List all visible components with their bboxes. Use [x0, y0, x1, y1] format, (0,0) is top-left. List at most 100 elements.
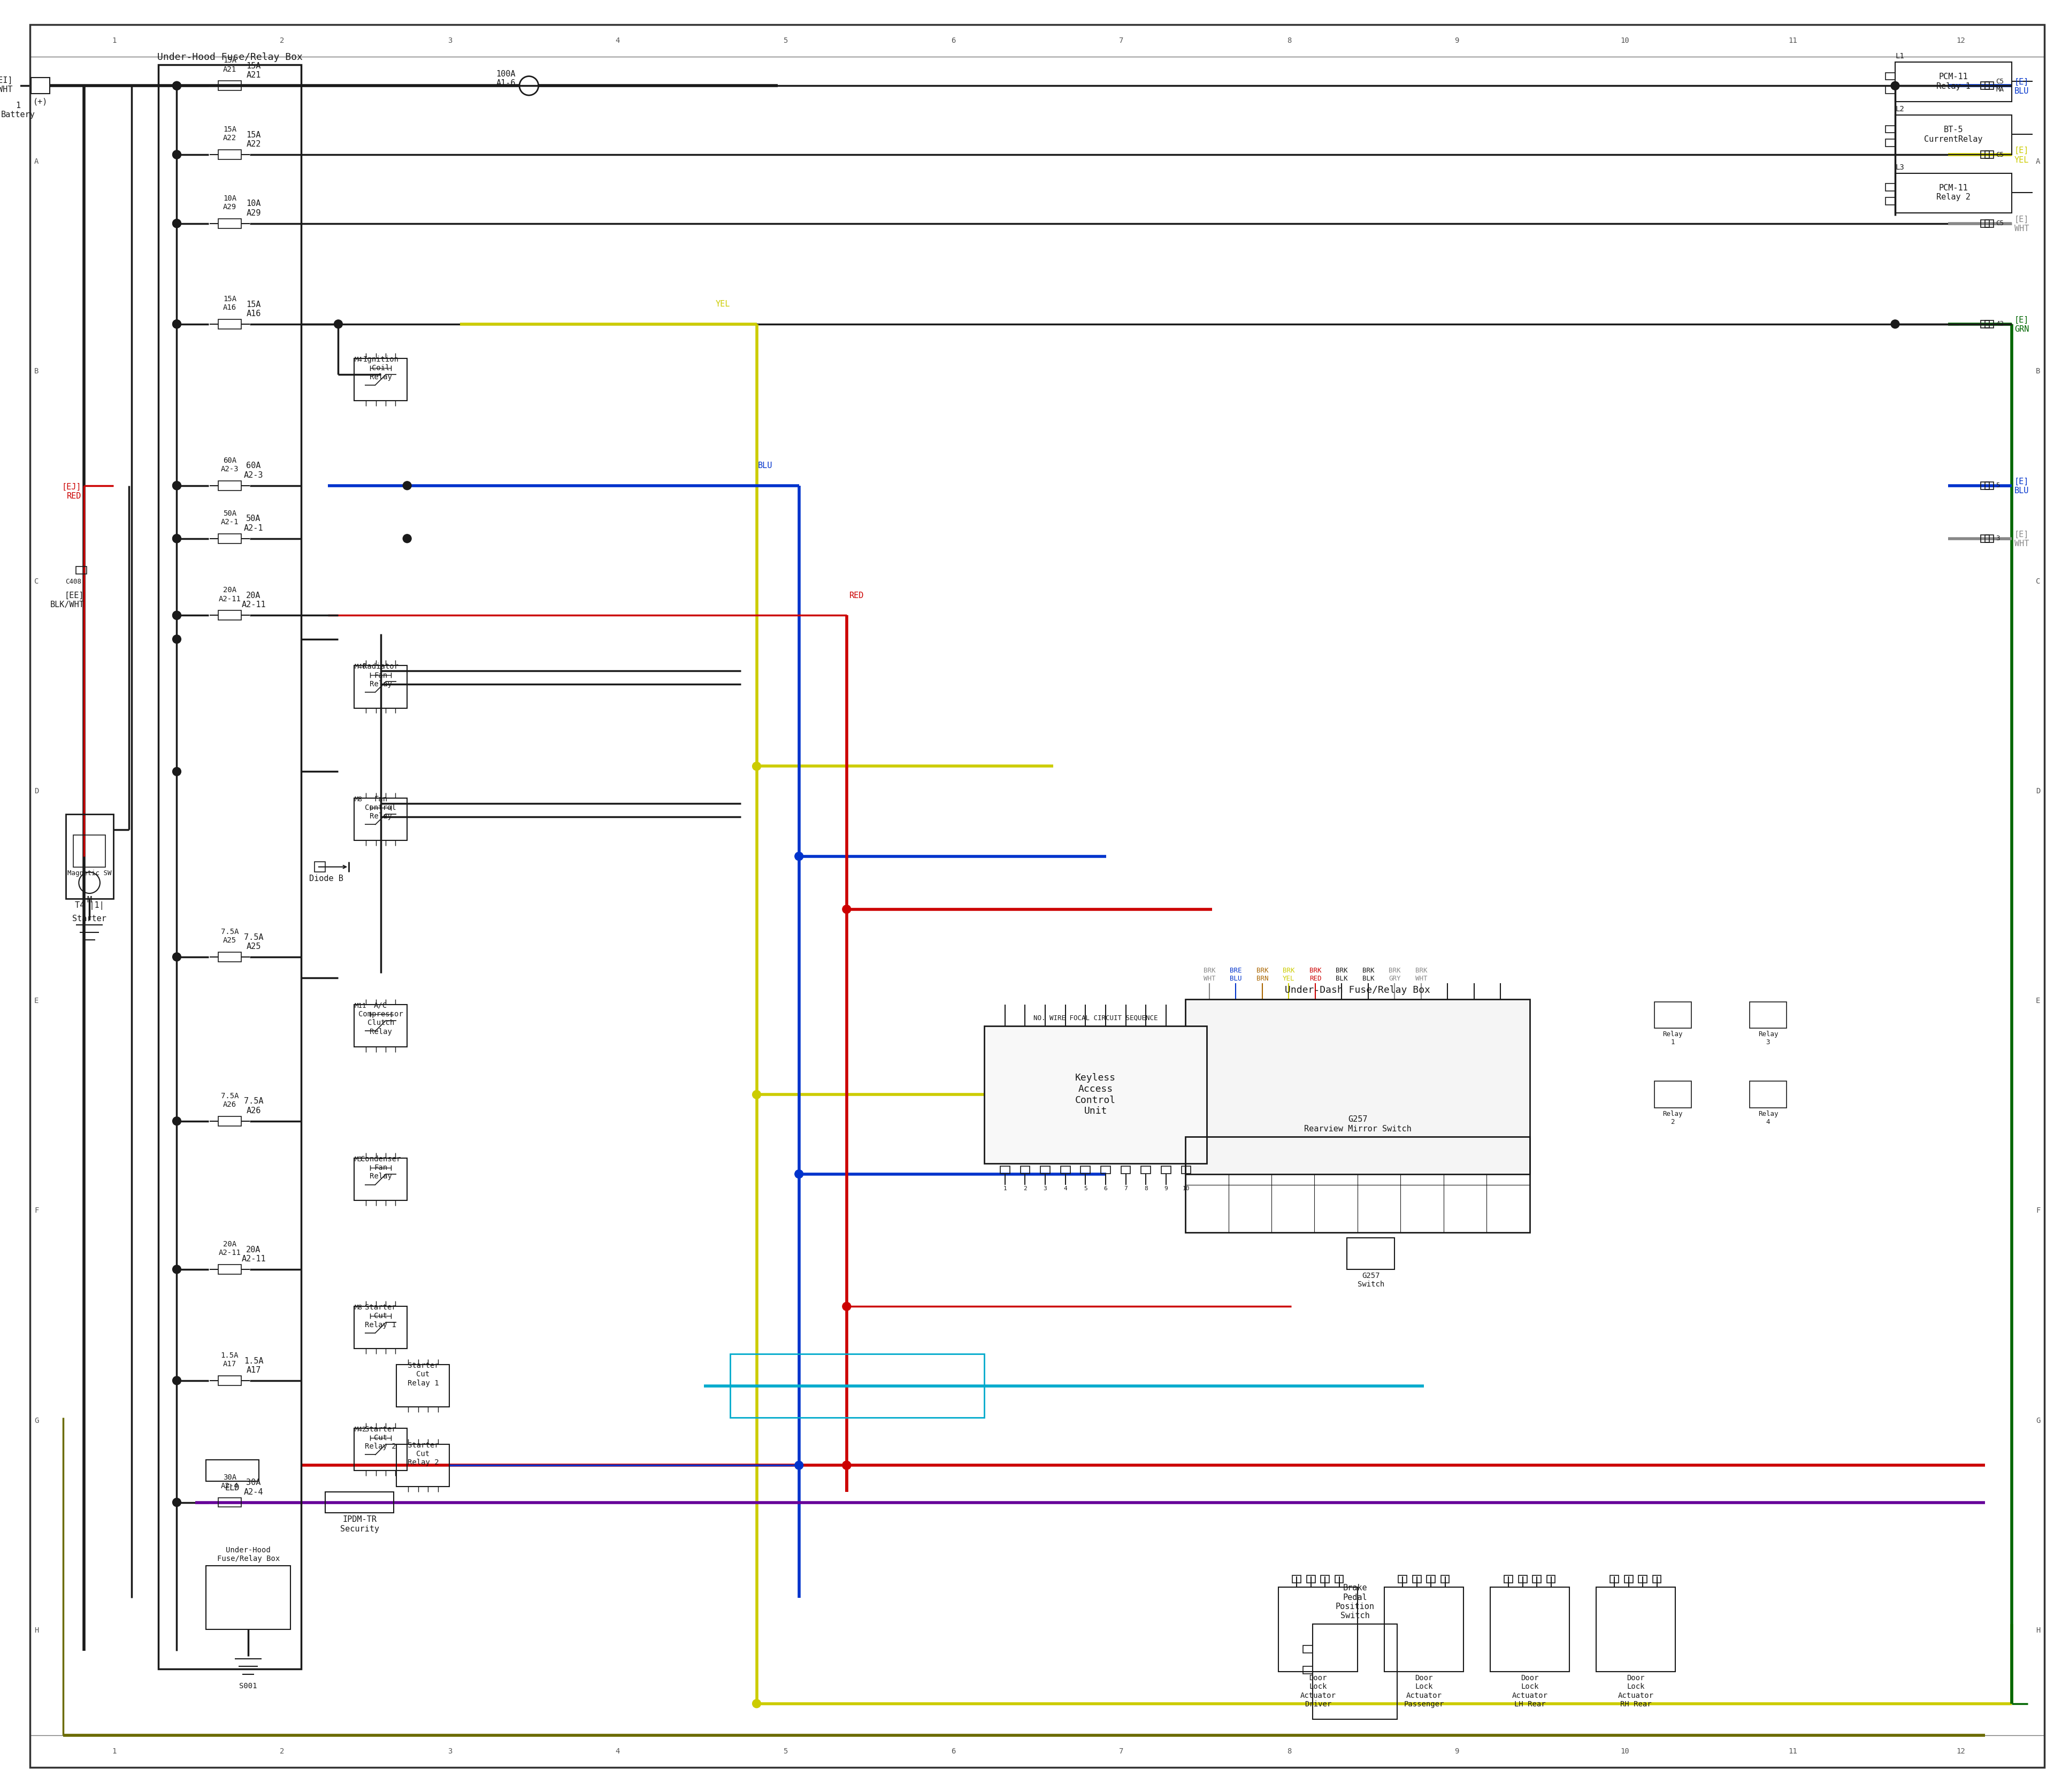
Text: 2: 2	[1023, 1186, 1027, 1192]
Bar	[218, 534, 242, 543]
Circle shape	[842, 1303, 850, 1310]
Text: H: H	[2036, 1627, 2040, 1634]
Text: BRK
YEL: BRK YEL	[1284, 968, 1294, 982]
Bar	[396, 1444, 450, 1487]
Text: E: E	[2036, 996, 2040, 1005]
Text: M4: M4	[353, 357, 362, 364]
Text: 42: 42	[1996, 321, 2005, 328]
Text: 9: 9	[1165, 1186, 1169, 1192]
Bar	[1596, 1588, 1676, 1672]
Bar	[1142, 1167, 1150, 1174]
Bar	[218, 480, 242, 491]
Text: Relay
3: Relay 3	[1758, 1030, 1779, 1047]
Text: Ignition
Coil
Relay: Ignition Coil Relay	[364, 357, 398, 380]
Circle shape	[403, 482, 411, 489]
Text: 50A
A2-1: 50A A2-1	[244, 514, 263, 532]
Bar	[1980, 82, 1990, 90]
Text: 12: 12	[1955, 38, 1966, 45]
Text: M11: M11	[353, 1002, 366, 1009]
Circle shape	[173, 319, 181, 328]
Text: Under-Dash Fuse/Relay Box: Under-Dash Fuse/Relay Box	[1286, 986, 1430, 995]
Bar	[1185, 1000, 1530, 1174]
Bar	[1639, 1575, 1647, 1582]
Text: Under-Hood
Fuse/Relay Box: Under-Hood Fuse/Relay Box	[218, 1546, 279, 1563]
Bar	[1625, 1575, 1633, 1582]
Text: [E]
GRN: [E] GRN	[2015, 315, 2029, 333]
Text: 1: 1	[111, 38, 117, 45]
Bar	[1984, 151, 1994, 158]
Bar	[158, 65, 302, 1668]
Text: BT-5
CurrentRelay: BT-5 CurrentRelay	[1925, 125, 1982, 143]
Text: PCM-11
Relay 2: PCM-11 Relay 2	[1937, 185, 1970, 201]
Bar	[218, 81, 242, 91]
Bar	[218, 611, 242, 620]
Text: 100A
A1-6: 100A A1-6	[497, 70, 516, 88]
Bar	[1313, 1624, 1397, 1720]
Text: 6: 6	[1103, 1186, 1107, 1192]
Text: F: F	[2036, 1208, 2040, 1215]
Bar	[31, 77, 49, 93]
Text: 5: 5	[1996, 482, 2001, 489]
Text: 20A
A2-11: 20A A2-11	[218, 1240, 240, 1256]
Circle shape	[173, 634, 181, 643]
Bar	[1021, 1167, 1029, 1174]
Circle shape	[795, 851, 803, 860]
Text: Fan
Control
Relay: Fan Control Relay	[366, 796, 396, 821]
Circle shape	[173, 81, 181, 90]
Bar	[1101, 1167, 1111, 1174]
Circle shape	[173, 151, 181, 159]
Circle shape	[173, 81, 181, 90]
Circle shape	[173, 1498, 181, 1507]
Bar	[205, 1566, 290, 1629]
Text: 8: 8	[1288, 1747, 1292, 1754]
Text: B: B	[2036, 367, 2040, 375]
Bar	[353, 1158, 407, 1201]
Text: [EJ]
RED: [EJ] RED	[62, 482, 82, 500]
Text: G: G	[35, 1417, 39, 1425]
Text: Starter
Cut
Relay 1: Starter Cut Relay 1	[407, 1362, 440, 1387]
Text: Starter
Cut
Relay 1: Starter Cut Relay 1	[366, 1305, 396, 1328]
Circle shape	[173, 219, 181, 228]
Text: 15A
A16: 15A A16	[246, 301, 261, 317]
Text: BRK
BRN: BRK BRN	[1257, 968, 1269, 982]
Text: A: A	[35, 158, 39, 165]
Bar	[1547, 1575, 1555, 1582]
Bar	[1750, 1081, 1787, 1107]
Text: [E]
BLU: [E] BLU	[2015, 77, 2029, 95]
Bar	[66, 814, 113, 898]
Text: 11: 11	[1789, 38, 1797, 45]
Bar	[1980, 321, 1990, 328]
Circle shape	[173, 1376, 181, 1385]
Bar	[1896, 63, 2011, 102]
Text: Keyless
Access
Control
Unit: Keyless Access Control Unit	[1074, 1073, 1115, 1116]
Text: BRK
BLK: BRK BLK	[1362, 968, 1374, 982]
Text: Door
Lock
Actuator
Driver: Door Lock Actuator Driver	[1300, 1674, 1335, 1708]
Bar	[218, 1265, 242, 1274]
Text: C5: C5	[1996, 151, 2005, 158]
Bar	[1413, 1575, 1421, 1582]
Bar	[1504, 1575, 1514, 1582]
Text: 1: 1	[111, 1747, 117, 1754]
Bar	[396, 1366, 450, 1407]
Text: C408: C408	[66, 579, 82, 586]
Text: 20A
A2-11: 20A A2-11	[218, 586, 240, 602]
Text: 15A
A21: 15A A21	[224, 57, 236, 73]
Circle shape	[795, 1170, 803, 1179]
Text: [E]
WHT: [E] WHT	[2015, 530, 2029, 548]
Text: 7.5A
A25: 7.5A A25	[244, 934, 263, 950]
Text: Relay
4: Relay 4	[1758, 1111, 1779, 1125]
Text: Radiator
Fan
Relay: Radiator Fan Relay	[364, 663, 398, 688]
Text: F: F	[35, 1208, 39, 1215]
Text: 3: 3	[1043, 1186, 1048, 1192]
Text: C: C	[35, 577, 39, 584]
Circle shape	[173, 534, 181, 543]
Text: BRE
BLU: BRE BLU	[1230, 968, 1243, 982]
Circle shape	[173, 219, 181, 228]
Bar	[1886, 197, 1896, 204]
Bar	[1425, 1575, 1436, 1582]
Bar	[1896, 115, 2011, 154]
Text: 15A
A22: 15A A22	[224, 125, 236, 142]
Text: T4 |1|: T4 |1|	[74, 901, 105, 910]
Text: H: H	[35, 1627, 39, 1634]
Text: 30A
A2-4: 30A A2-4	[244, 1478, 263, 1496]
